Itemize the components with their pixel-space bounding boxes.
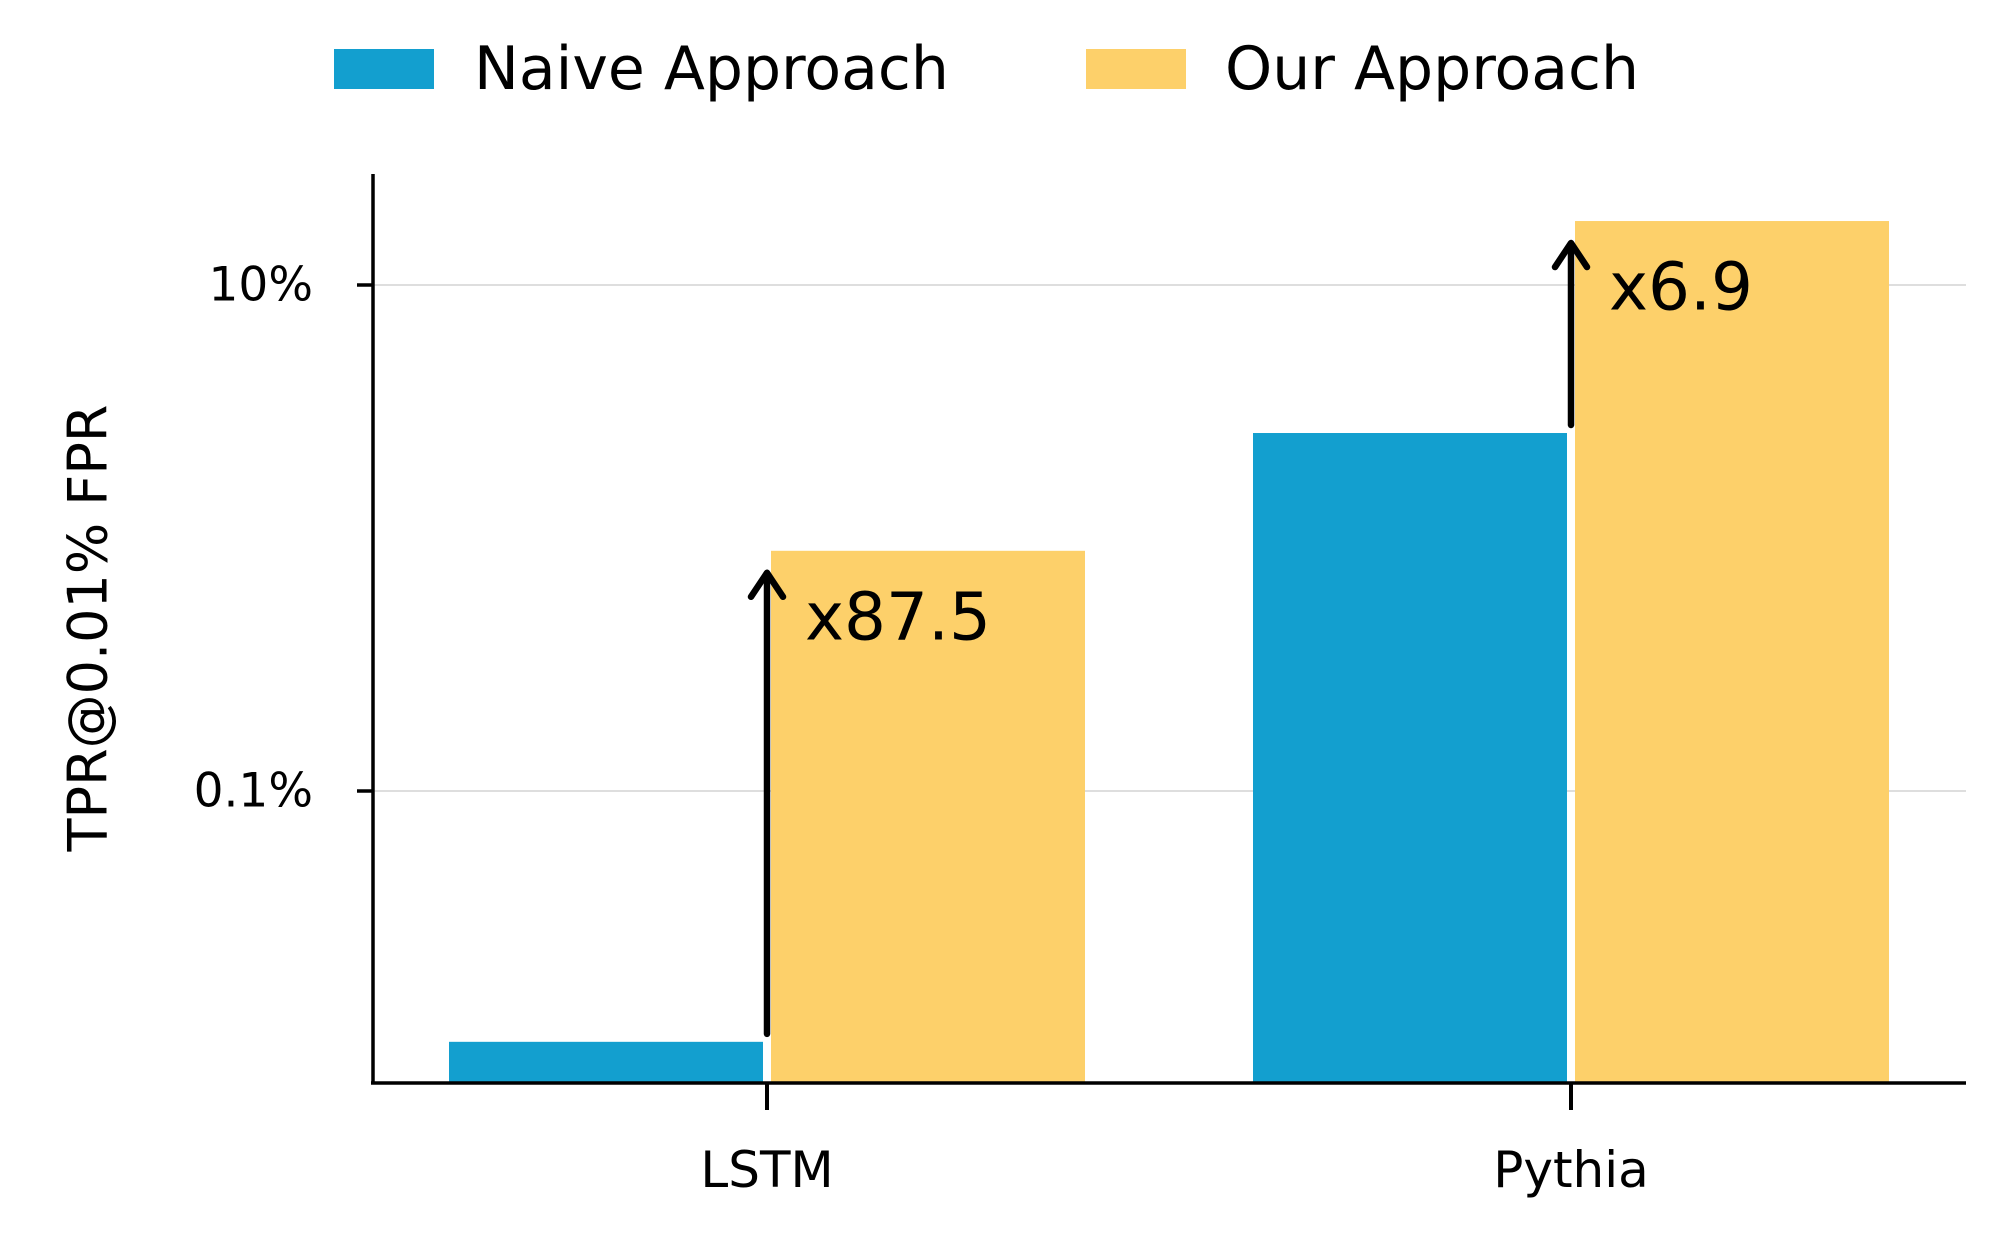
factor-label-lstm: x87.5 xyxy=(805,578,991,655)
x-ticks: LSTM Pythia xyxy=(700,1083,1649,1199)
legend-swatch xyxy=(1086,49,1186,89)
y-tick-label: 0.1% xyxy=(194,764,313,819)
legend-item-ours: Our Approach xyxy=(1086,34,1639,104)
legend-label: Naive Approach xyxy=(474,34,949,104)
y-axis-label: TPR@0.01% FPR xyxy=(57,405,120,853)
arrow-head xyxy=(747,569,787,601)
legend-item-naive: Naive Approach xyxy=(334,34,949,104)
legend-label: Our Approach xyxy=(1225,34,1639,104)
axes xyxy=(371,174,1966,1085)
x-tick-label-lstm: LSTM xyxy=(700,1141,833,1199)
bar-pythia-ours xyxy=(1575,221,1889,1083)
arrow-lstm xyxy=(747,569,787,1038)
arrow-pythia xyxy=(1551,239,1591,429)
bar-pythia-naive xyxy=(1253,433,1567,1084)
arrow-head xyxy=(1551,239,1591,271)
factor-label-pythia: x6.9 xyxy=(1609,249,1753,326)
bar-lstm-naive xyxy=(449,1041,763,1083)
y-tick-label: 10% xyxy=(209,258,313,313)
x-tick-label-pythia: Pythia xyxy=(1493,1141,1649,1199)
legend: Naive Approach Our Approach xyxy=(334,34,1639,104)
bars xyxy=(449,221,1889,1084)
legend-swatch xyxy=(334,49,434,89)
y-ticks: 0.1% 10% xyxy=(194,258,373,819)
annotations: x87.5 x6.9 xyxy=(747,239,1753,1038)
bar-lstm-ours xyxy=(771,550,1085,1083)
